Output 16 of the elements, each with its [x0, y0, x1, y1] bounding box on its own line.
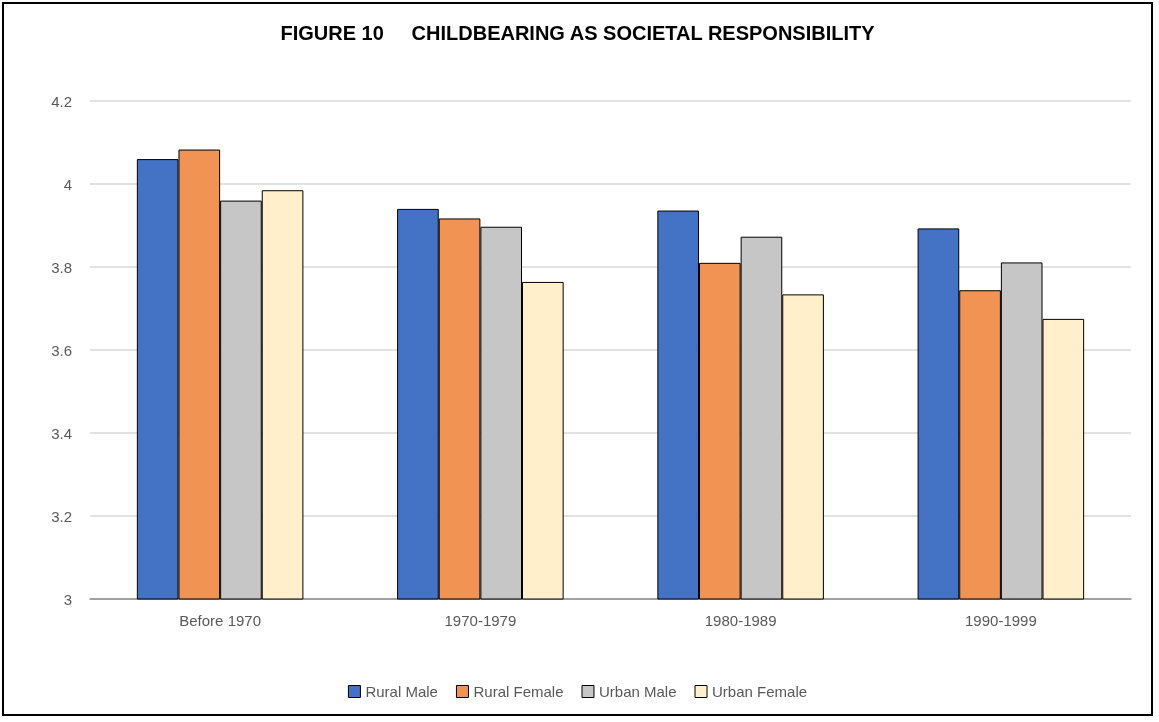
y-tick-label: 3: [63, 590, 72, 608]
y-tick-label: 4.2: [51, 92, 72, 110]
legend-label: Urban Female: [712, 683, 808, 700]
x-tick-label: Before 1970: [179, 612, 261, 629]
x-tick-label: 1990-1999: [965, 612, 1037, 629]
chart-title: FIGURE 10 CHILDBEARING AS SOCIETAL RESPONSIBILITY: [280, 22, 876, 44]
y-tick-label: 3.4: [51, 424, 72, 442]
legend-label: Urban Male: [598, 683, 677, 700]
y-tick-label: 3.2: [51, 507, 72, 525]
legend-label: Rural Male: [365, 683, 438, 700]
x-tick-label: 1980-1989: [704, 612, 777, 629]
y-tick-label: 4: [63, 175, 72, 193]
y-tick-label: 3.6: [51, 341, 72, 359]
y-tick-label: 3.8: [51, 258, 72, 276]
legend-label: Rural Female: [473, 683, 564, 700]
x-tick-label: 1970-1979: [444, 612, 517, 629]
